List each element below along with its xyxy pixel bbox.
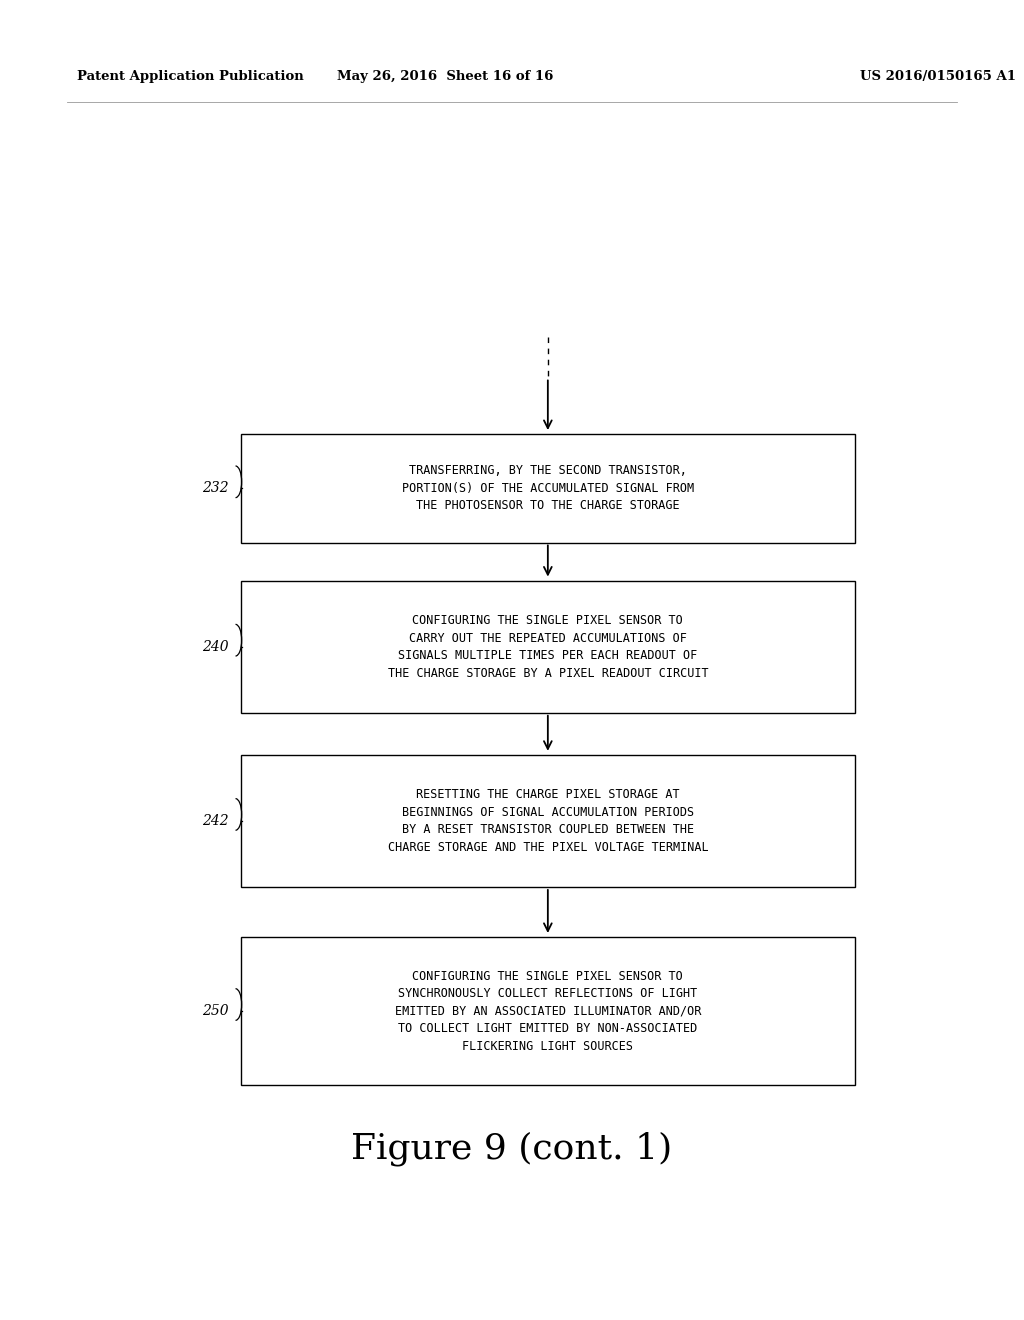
Text: CONFIGURING THE SINGLE PIXEL SENSOR TO
CARRY OUT THE REPEATED ACCUMULATIONS OF
S: CONFIGURING THE SINGLE PIXEL SENSOR TO C… <box>387 614 709 680</box>
Text: 232: 232 <box>202 482 228 495</box>
Text: 240: 240 <box>202 640 228 653</box>
Bar <box>241 434 855 543</box>
Text: 250: 250 <box>202 1005 228 1018</box>
Text: 242: 242 <box>202 814 228 828</box>
Text: TRANSFERRING, BY THE SECOND TRANSISTOR,
PORTION(S) OF THE ACCUMULATED SIGNAL FRO: TRANSFERRING, BY THE SECOND TRANSISTOR, … <box>401 465 694 512</box>
Bar <box>241 937 855 1085</box>
Text: US 2016/0150165 A1: US 2016/0150165 A1 <box>860 70 1016 83</box>
Text: Patent Application Publication: Patent Application Publication <box>77 70 303 83</box>
Text: May 26, 2016  Sheet 16 of 16: May 26, 2016 Sheet 16 of 16 <box>337 70 554 83</box>
Text: Figure 9 (cont. 1): Figure 9 (cont. 1) <box>351 1131 673 1166</box>
Bar <box>241 581 855 713</box>
Bar <box>241 755 855 887</box>
Text: RESETTING THE CHARGE PIXEL STORAGE AT
BEGINNINGS OF SIGNAL ACCUMULATION PERIODS
: RESETTING THE CHARGE PIXEL STORAGE AT BE… <box>387 788 709 854</box>
Text: CONFIGURING THE SINGLE PIXEL SENSOR TO
SYNCHRONOUSLY COLLECT REFLECTIONS OF LIGH: CONFIGURING THE SINGLE PIXEL SENSOR TO S… <box>394 970 701 1052</box>
